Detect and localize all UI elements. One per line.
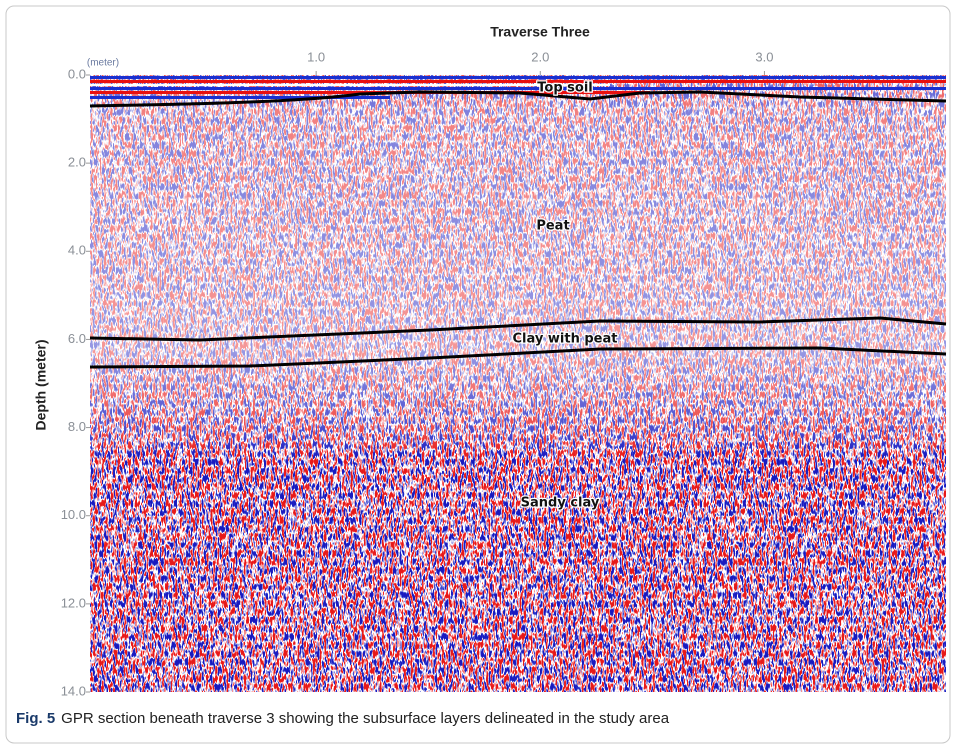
y-tick-label: 4.0 — [68, 243, 86, 258]
boundary-line — [89, 346, 947, 369]
caption: Fig. 5 GPR section beneath traverse 3 sho… — [16, 710, 670, 727]
band — [90, 76, 946, 79]
layer-label: Clay with peat — [513, 332, 618, 347]
axes: 1.0 2.0 3.0 0.0 2.0 4.0 6.0 8.0 10.0 12.0 14.0 — [61, 49, 774, 698]
caption-text: GPR section beneath traverse 3 showing t… — [61, 710, 670, 727]
boundary-line — [89, 90, 947, 108]
frame — [5, 5, 951, 744]
band — [90, 84, 610, 86]
layer-label: Top soil — [537, 81, 593, 96]
band — [90, 87, 946, 90]
x-tick-label: 3.0 — [755, 49, 773, 64]
y-axis-label: Depth (meter) — [33, 339, 49, 430]
y-tick-label: 0.0 — [68, 66, 86, 81]
x-tick-label: 1.0 — [307, 49, 325, 64]
y-tick-label: 12.0 — [61, 595, 86, 610]
layer-label: Peat — [536, 219, 569, 234]
y-tick-label: 14.0 — [61, 683, 86, 698]
y-tick-label: 2.0 — [68, 155, 86, 170]
x-unit: (meter) — [87, 58, 119, 69]
layer-label: Sandy clay — [521, 496, 600, 511]
y-tick-label: 10.0 — [61, 507, 86, 522]
figure-title: Traverse Three — [490, 24, 590, 40]
radargram-fade — [90, 75, 946, 692]
boundary-line — [89, 316, 947, 342]
annotations: Top soil Peat Clay with peat Sandy clay — [511, 79, 618, 512]
caption-label: Fig. 5 — [16, 710, 55, 727]
band — [90, 80, 946, 83]
x-tick-label: 2.0 — [531, 49, 549, 64]
y-tick-label: 8.0 — [68, 419, 86, 434]
radargram — [89, 75, 947, 692]
band — [90, 96, 390, 99]
y-tick-label: 6.0 — [68, 331, 86, 346]
